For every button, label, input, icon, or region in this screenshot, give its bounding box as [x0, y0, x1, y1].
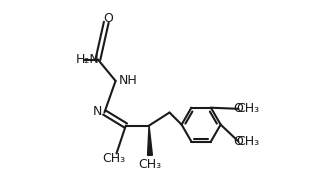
Text: O: O: [103, 12, 113, 25]
Text: CH₃: CH₃: [139, 158, 162, 171]
Text: NH: NH: [119, 74, 138, 87]
Polygon shape: [148, 126, 152, 155]
Text: CH₃: CH₃: [102, 152, 125, 165]
Text: CH₃: CH₃: [236, 102, 259, 115]
Text: CH₃: CH₃: [236, 135, 259, 148]
Text: H₂N: H₂N: [76, 53, 99, 66]
Text: O: O: [233, 102, 243, 115]
Text: N: N: [93, 105, 102, 118]
Text: O: O: [233, 135, 243, 148]
